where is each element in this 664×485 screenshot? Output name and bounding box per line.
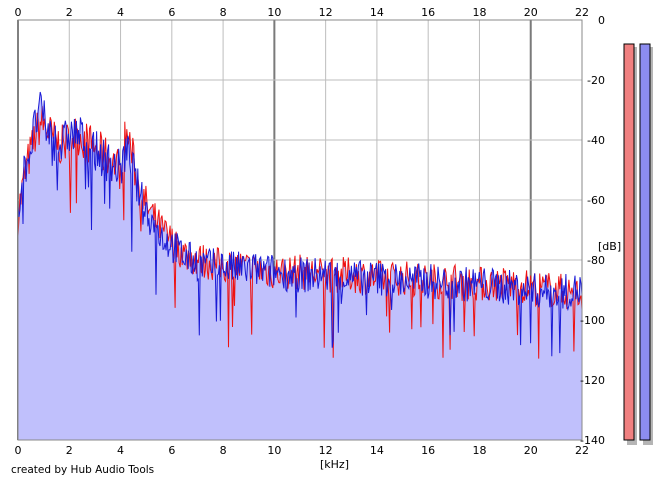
x-tick-top-9: 18	[472, 6, 486, 19]
meter-bar-red	[623, 43, 635, 441]
x-tick-top-1: 2	[66, 6, 73, 19]
x-tick-bottom-1: 2	[66, 444, 73, 457]
x-axis-label: [kHz]	[320, 458, 349, 471]
plot-frame	[17, 19, 583, 441]
y-tick-2: -40	[587, 134, 605, 147]
x-tick-bottom-0: 0	[15, 444, 22, 457]
y-tick-6: -120	[580, 374, 605, 387]
x-tick-bottom-6: 12	[319, 444, 333, 457]
x-tick-bottom-9: 18	[472, 444, 486, 457]
x-tick-bottom-8: 16	[421, 444, 435, 457]
x-tick-top-2: 4	[117, 6, 124, 19]
x-tick-bottom-10: 20	[524, 444, 538, 457]
x-tick-bottom-4: 8	[220, 444, 227, 457]
x-tick-top-5: 10	[267, 6, 281, 19]
x-tick-top-6: 12	[319, 6, 333, 19]
y-tick-labels: 0 -20 -40 -60 -80 -100 -120 -140	[580, 14, 605, 447]
x-tick-bottom-7: 14	[370, 444, 384, 457]
x-tick-bottom-11: 22	[575, 444, 589, 457]
y-axis-label: [dB]	[598, 240, 621, 253]
x-tick-bottom-3: 6	[168, 444, 175, 457]
level-meters	[623, 43, 653, 445]
x-tick-top-4: 8	[220, 6, 227, 19]
spectrum-lines	[17, 91, 583, 359]
x-tick-top-8: 16	[421, 6, 435, 19]
x-tick-top-10: 20	[524, 6, 538, 19]
series-line-blue	[17, 91, 583, 357]
x-tick-top-11: 22	[575, 6, 589, 19]
x-tick-labels-bottom: 0 2 4 6 8 10 12 14 16 18 20 22	[15, 444, 590, 457]
x-tick-bottom-2: 4	[117, 444, 124, 457]
x-tick-top-0: 0	[15, 6, 22, 19]
y-tick-4: -80	[587, 254, 605, 267]
x-tick-top-3: 6	[168, 6, 175, 19]
y-tick-3: -60	[587, 194, 605, 207]
x-tick-bottom-5: 10	[267, 444, 281, 457]
footer-credit: created by Hub Audio Tools	[11, 464, 154, 476]
y-tick-7: -140	[580, 434, 605, 447]
x-tick-labels-top: 0 2 4 6 8 10 12 14 16 18 20 22	[15, 6, 590, 19]
meter-bar-blue	[639, 43, 651, 441]
y-tick-5: -100	[580, 314, 605, 327]
y-tick-1: -20	[587, 74, 605, 87]
x-tick-top-7: 14	[370, 6, 384, 19]
y-tick-0: 0	[598, 14, 605, 27]
